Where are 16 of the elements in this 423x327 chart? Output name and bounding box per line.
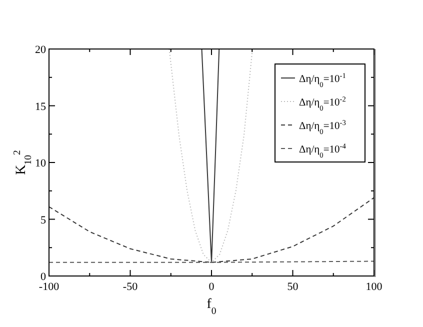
legend-label: Δη/η$_{0}$=10$^{-3}$ <box>299 118 346 136</box>
y-tick-label: 20 <box>35 44 46 56</box>
y-tick-label: 5 <box>40 214 46 226</box>
legend-label: Δη/η$_{0}$=10$^{-2}$ <box>299 94 346 112</box>
y-tick-label: 0 <box>40 271 46 283</box>
line-series <box>168 49 253 263</box>
y-tick-label: 15 <box>35 100 46 113</box>
legend-label: Δη/η$_{0}$=10$^{-1}$ <box>299 70 346 88</box>
y-tick-label: 10 <box>35 158 46 170</box>
x-tick-label: 50 <box>287 281 299 293</box>
x-tick-label: -100 <box>38 281 60 293</box>
x-tick-label: 100 <box>366 281 383 293</box>
x-tick-label: -50 <box>122 281 138 293</box>
x-tick-label: 0 <box>208 281 215 293</box>
legend-label: Δη/η$_{0}$=10$^{-4}$ <box>299 141 346 159</box>
x-axis-title: f$_{0}$ <box>206 297 216 316</box>
